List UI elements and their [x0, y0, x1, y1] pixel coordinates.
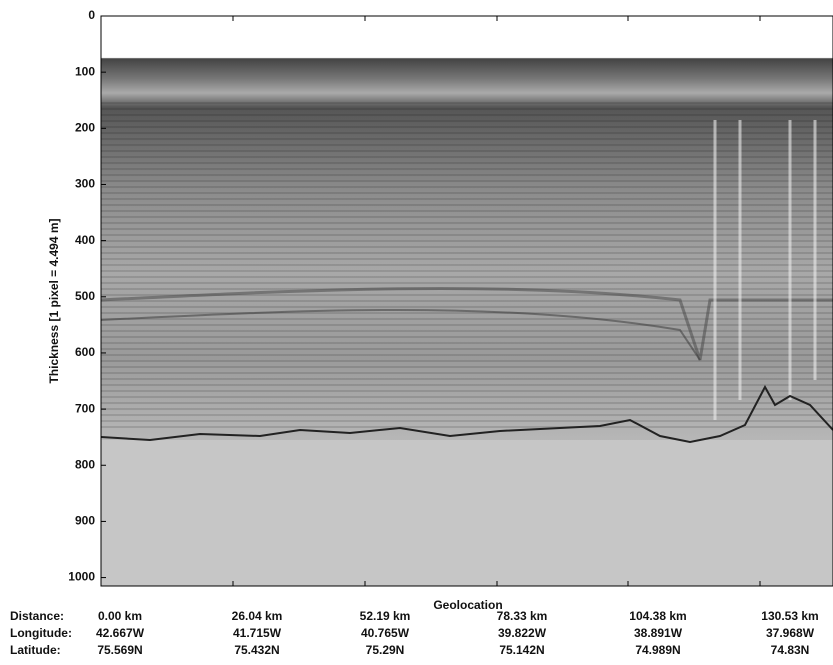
row-label: Distance: — [10, 609, 64, 623]
row-label: Latitude: — [10, 643, 61, 657]
y-tick-label: 100 — [75, 64, 95, 78]
y-tick-label: 500 — [75, 289, 95, 303]
geolocation-value: 75.29N — [366, 643, 405, 657]
geolocation-value: 38.891W — [634, 626, 683, 640]
y-tick-label: 400 — [75, 233, 95, 247]
geolocation-value: 74.989N — [635, 643, 680, 657]
geolocation-value: 52.19 km — [360, 609, 411, 623]
y-tick-label: 300 — [75, 177, 95, 191]
geolocation-value: 40.765W — [361, 626, 410, 640]
geolocation-value: 75.432N — [234, 643, 279, 657]
row-label: Longitude: — [10, 626, 72, 640]
geolocation-value: 39.822W — [498, 626, 547, 640]
geolocation-value: 104.38 km — [629, 609, 686, 623]
y-tick-label: 700 — [75, 401, 95, 415]
geolocation-value: 74.83N — [771, 643, 810, 657]
geolocation-value: 78.33 km — [497, 609, 548, 623]
geolocation-value: 42.667W — [96, 626, 145, 640]
y-tick-label: 0 — [88, 8, 95, 22]
geolocation-value: 75.142N — [499, 643, 544, 657]
x-axis-label: Geolocation — [433, 598, 502, 612]
geolocation-value: 75.569N — [97, 643, 142, 657]
y-tick-label: 1000 — [68, 570, 95, 584]
y-tick-label: 600 — [75, 345, 95, 359]
y-axis-label: Thickness [1 pixel = 4.494 m] — [47, 218, 61, 383]
geolocation-value: 37.968W — [766, 626, 815, 640]
geolocation-value: 0.00 km — [98, 609, 142, 623]
y-tick-label: 900 — [75, 514, 95, 528]
geolocation-value: 26.04 km — [232, 609, 283, 623]
geolocation-value: 41.715W — [233, 626, 282, 640]
y-tick-label: 200 — [75, 120, 95, 134]
echogram-image — [101, 16, 833, 586]
y-tick-label: 800 — [75, 457, 95, 471]
plot-frame — [100, 15, 833, 587]
geolocation-value: 130.53 km — [761, 609, 818, 623]
